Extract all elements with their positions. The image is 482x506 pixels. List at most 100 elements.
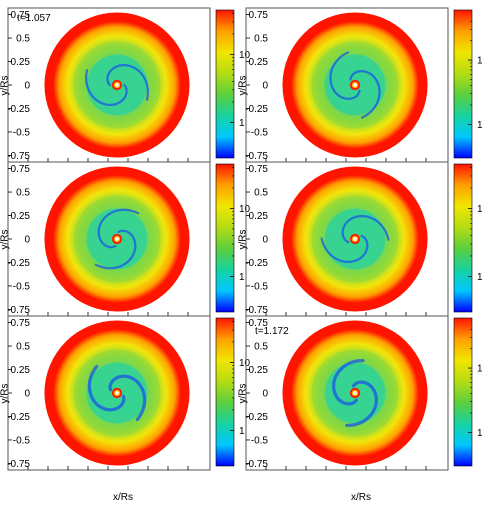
core-center	[115, 83, 119, 87]
y-tick-label: 0.25	[249, 57, 269, 68]
core-center	[353, 391, 357, 395]
y-tick-label: 0.75	[11, 318, 31, 329]
panel-top-left: 0.75 0.5 0.25 0 -0.25 -0.5 -0.75 y/Rs t=1.057 10 1	[0, 7, 251, 163]
y-tick-label: -0.75	[7, 459, 30, 470]
y-tick-label: 0.75	[11, 10, 31, 21]
y-tick-label: -0.75	[245, 305, 268, 316]
y-tick-label: 0	[24, 235, 30, 246]
y-tick-label: 0	[24, 81, 30, 92]
y-tick-label: -0.25	[7, 258, 30, 269]
colorbar-tick-label: 1	[477, 120, 482, 131]
y-tick-label: -0.25	[245, 258, 268, 269]
y-tick-label: -0.5	[251, 127, 269, 138]
spiral-arms	[87, 364, 147, 422]
colorbar	[453, 9, 473, 159]
y-tick-label: 0.5	[254, 188, 268, 199]
y-tick-label: 0.25	[11, 365, 31, 376]
spiral-arms	[94, 208, 140, 270]
y-axis-label: y/Rs	[0, 230, 11, 250]
y-tick-label: 0.75	[249, 10, 269, 21]
colorbar	[453, 317, 473, 467]
disk-map	[282, 320, 428, 466]
y-tick-label: -0.25	[245, 104, 268, 115]
spiral-arm	[108, 374, 147, 422]
y-tick-label: -0.75	[245, 459, 268, 470]
colorbar-tick-label: 10	[239, 358, 251, 369]
disk-map	[44, 166, 190, 312]
y-tick-label: -0.5	[13, 281, 31, 292]
spiral-arm	[345, 380, 379, 427]
y-tick-label: 0.25	[249, 211, 269, 222]
y-tick-label: -0.25	[7, 104, 30, 115]
y-tick-label: -0.5	[13, 127, 31, 138]
panel-top-right: 0.75 0.5 0.25 0 -0.25 -0.5 -0.75 y/Rs 10 1	[238, 7, 482, 163]
x-axis-label: x/Rs	[351, 492, 371, 503]
y-tick-label: 0.75	[11, 164, 31, 175]
colorbar-tick-label: 1	[477, 428, 482, 439]
panel-bottom-right: 0.75 0.5 0.25 0 -0.25 -0.5 -0.75 y/Rs t=1.172 10 1…	[238, 315, 482, 503]
time-annotation: t=1.057	[17, 13, 51, 24]
y-axis-label: y/Rs	[0, 76, 11, 96]
colorbar-tick-label: 10	[239, 204, 251, 215]
spiral-arms	[329, 51, 381, 119]
spiral-arm	[341, 215, 390, 244]
panel-middle-right: 0.75 0.5 0.25 0 -0.25 -0.5 -0.75 y/Rs 10 1	[238, 161, 482, 317]
spiral-arm	[106, 63, 150, 101]
y-axis-label: y/Rs	[238, 384, 249, 404]
time-annotation: t=1.172	[255, 326, 289, 337]
y-tick-label: 0.75	[249, 164, 269, 175]
panel-bottom-left: 0.75 0.5 0.25 0 -0.25 -0.5 -0.75 y/Rs 10 1 x/Rs	[0, 315, 251, 503]
colorbar-tick-label: 10	[477, 56, 482, 67]
panel-middle-left: 0.75 0.5 0.25 0 -0.25 -0.5 -0.75 y/Rs 10 1	[0, 161, 251, 317]
colorbar-tick-label: 1	[239, 272, 245, 283]
y-tick-label: 0.5	[16, 188, 30, 199]
y-tick-label: 0	[24, 389, 30, 400]
spiral-arm	[320, 234, 369, 263]
spiral-arm	[349, 70, 381, 119]
y-tick-label: 0.5	[16, 34, 30, 45]
spiral-arm	[97, 208, 140, 249]
colorbar	[215, 317, 235, 467]
core-center	[353, 83, 357, 87]
y-axis-label: y/Rs	[238, 76, 249, 96]
core-center	[353, 237, 357, 241]
y-tick-label: -0.25	[245, 412, 268, 423]
disk-map	[282, 166, 428, 312]
colorbar-tick-label: 10	[477, 364, 482, 375]
y-axis-label: y/Rs	[0, 384, 11, 404]
colorbar	[215, 163, 235, 313]
y-tick-label: -0.75	[7, 305, 30, 316]
core-center	[115, 391, 119, 395]
disk-map	[44, 12, 190, 158]
spiral-arm	[94, 229, 137, 270]
y-tick-label: -0.5	[251, 435, 269, 446]
y-axis-label: y/Rs	[238, 230, 249, 250]
y-tick-label: -0.75	[245, 151, 268, 162]
y-tick-label: -0.25	[7, 412, 30, 423]
core-center	[115, 237, 119, 241]
spiral-arms	[84, 63, 150, 107]
y-tick-label: 0	[262, 389, 268, 400]
colorbar-tick-label: 1	[477, 272, 482, 283]
colorbar-tick-label: 10	[477, 204, 482, 215]
y-tick-label: -0.5	[13, 435, 31, 446]
colorbar-tick-label: 1	[239, 118, 245, 129]
y-tick-label: -0.5	[251, 281, 269, 292]
disk-map	[282, 12, 428, 158]
y-tick-label: 0	[262, 81, 268, 92]
spiral-arms	[331, 359, 379, 427]
disk-map	[44, 320, 190, 466]
y-tick-label: -0.75	[7, 151, 30, 162]
y-tick-label: 0.5	[16, 342, 30, 353]
y-tick-label: 0.25	[11, 211, 31, 222]
spiral-arm	[331, 359, 365, 406]
y-tick-label: 0.25	[249, 365, 269, 376]
y-tick-label: 0.5	[254, 34, 268, 45]
colorbar-tick-label: 1	[239, 426, 245, 437]
y-tick-label: 0	[262, 235, 268, 246]
y-tick-label: 0.75	[249, 318, 269, 329]
y-tick-label: 0.25	[11, 57, 31, 68]
spiral-arm	[84, 69, 128, 107]
x-axis-label: x/Rs	[113, 492, 133, 503]
